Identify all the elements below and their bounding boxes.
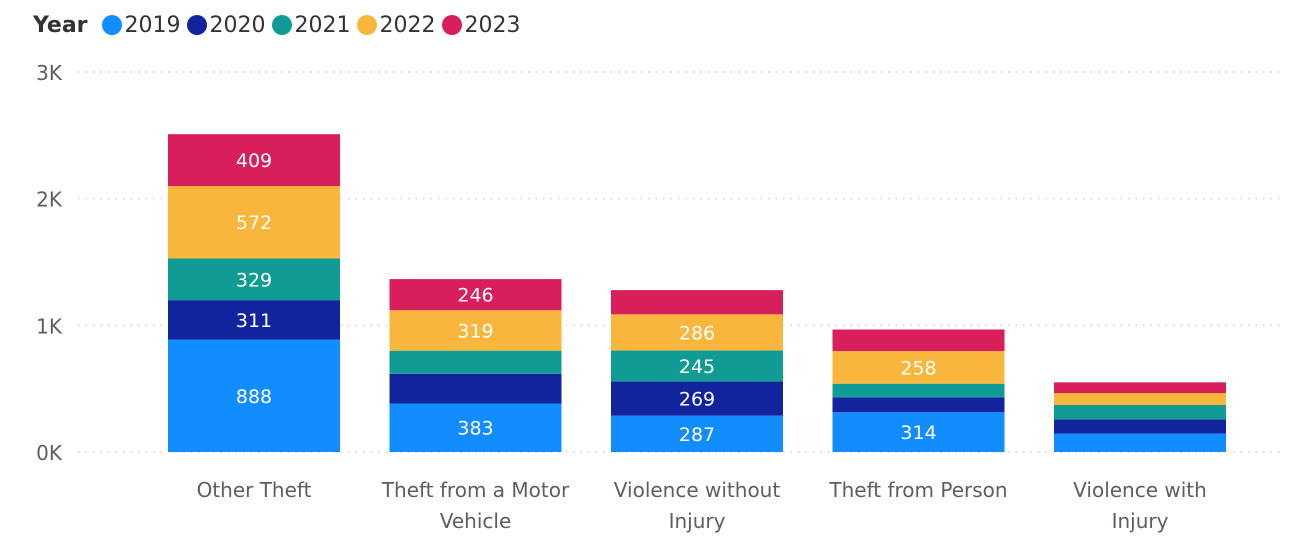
legend-item-2023[interactable]: 2023: [441, 12, 521, 38]
legend-item-2021[interactable]: 2021: [271, 12, 351, 38]
data-label: 572: [236, 212, 272, 234]
bar-segment-2020[interactable]: [1054, 419, 1226, 434]
bar-segment-2020[interactable]: [832, 397, 1005, 413]
x-category-label: Theft from Person: [828, 478, 1007, 502]
bar-segment-2022[interactable]: [611, 314, 783, 351]
bar-segment-2019[interactable]: [389, 403, 562, 452]
data-label: 269: [679, 389, 715, 411]
y-tick-label: 0K: [36, 441, 63, 465]
legend-item-2019[interactable]: 2019: [101, 12, 181, 38]
data-label: 329: [236, 269, 272, 291]
bar-segment-2023[interactable]: [832, 329, 1005, 352]
data-label: 888: [236, 386, 272, 408]
data-label: 409: [236, 150, 272, 172]
data-label: 311: [236, 310, 272, 332]
legend-label-2021: 2021: [294, 12, 351, 38]
y-tick-label: 3K: [36, 61, 63, 85]
legend-item-2020[interactable]: 2020: [186, 12, 266, 38]
legend-swatch-2021: [271, 15, 292, 35]
y-tick-label: 2K: [36, 188, 63, 212]
legend-swatch-2022: [356, 15, 377, 35]
x-category-label: Vehicle: [440, 509, 512, 533]
bar-segment-2019[interactable]: [832, 412, 1005, 452]
bar-segment-2022[interactable]: [389, 310, 562, 351]
legend-label-2023: 2023: [464, 12, 521, 38]
bar-segment-2023[interactable]: [389, 279, 562, 311]
legend-swatch-2020: [186, 15, 207, 35]
y-tick-label: 1K: [36, 314, 63, 338]
bar-segment-2023[interactable]: [168, 134, 340, 186]
legend-label-2019: 2019: [124, 12, 181, 38]
bar-segment-2019[interactable]: [1054, 433, 1226, 452]
data-label: 287: [679, 424, 715, 446]
data-label: 319: [457, 320, 493, 342]
bar-segment-2020[interactable]: [611, 381, 783, 416]
x-category-label: Theft from a Motor: [381, 478, 570, 502]
bar-segment-2019[interactable]: [611, 415, 783, 452]
legend-label-2020: 2020: [209, 12, 266, 38]
bar-segment-2021[interactable]: [1054, 405, 1226, 420]
bar-segment-2020[interactable]: [168, 300, 340, 340]
x-category-label: Violence with: [1073, 478, 1207, 502]
bar-segment-2021[interactable]: [389, 350, 562, 374]
bar-segment-2020[interactable]: [389, 373, 562, 404]
legend-swatch-2023: [441, 15, 462, 35]
x-category-label: Injury: [1112, 509, 1169, 533]
x-category-label: Other Theft: [197, 478, 312, 502]
legend-swatch-2019: [101, 15, 122, 35]
bar-segment-2022[interactable]: [832, 351, 1005, 384]
data-label: 245: [679, 356, 715, 378]
bar-segment-2023[interactable]: [611, 290, 783, 315]
bar-segment-2021[interactable]: [168, 258, 340, 301]
bar-segment-2021[interactable]: [832, 383, 1005, 398]
data-label: 383: [457, 418, 493, 440]
legend: Year 2019 2020 2021 2022 2023: [33, 8, 527, 42]
legend-title: Year: [33, 12, 88, 38]
bar-segment-2022[interactable]: [1054, 393, 1226, 406]
x-category-label: Injury: [669, 509, 726, 533]
bar-segment-2022[interactable]: [168, 186, 340, 259]
data-label: 286: [679, 322, 715, 344]
bar-segment-2021[interactable]: [611, 350, 783, 382]
legend-label-2022: 2022: [379, 12, 436, 38]
x-category-label: Violence without: [614, 478, 781, 502]
data-label: 314: [900, 422, 936, 444]
bar-segment-2023[interactable]: [1054, 382, 1226, 394]
data-label: 246: [457, 285, 493, 307]
bar-segment-2019[interactable]: [168, 339, 340, 452]
legend-item-2022[interactable]: 2022: [356, 12, 436, 38]
data-label: 258: [900, 357, 936, 379]
